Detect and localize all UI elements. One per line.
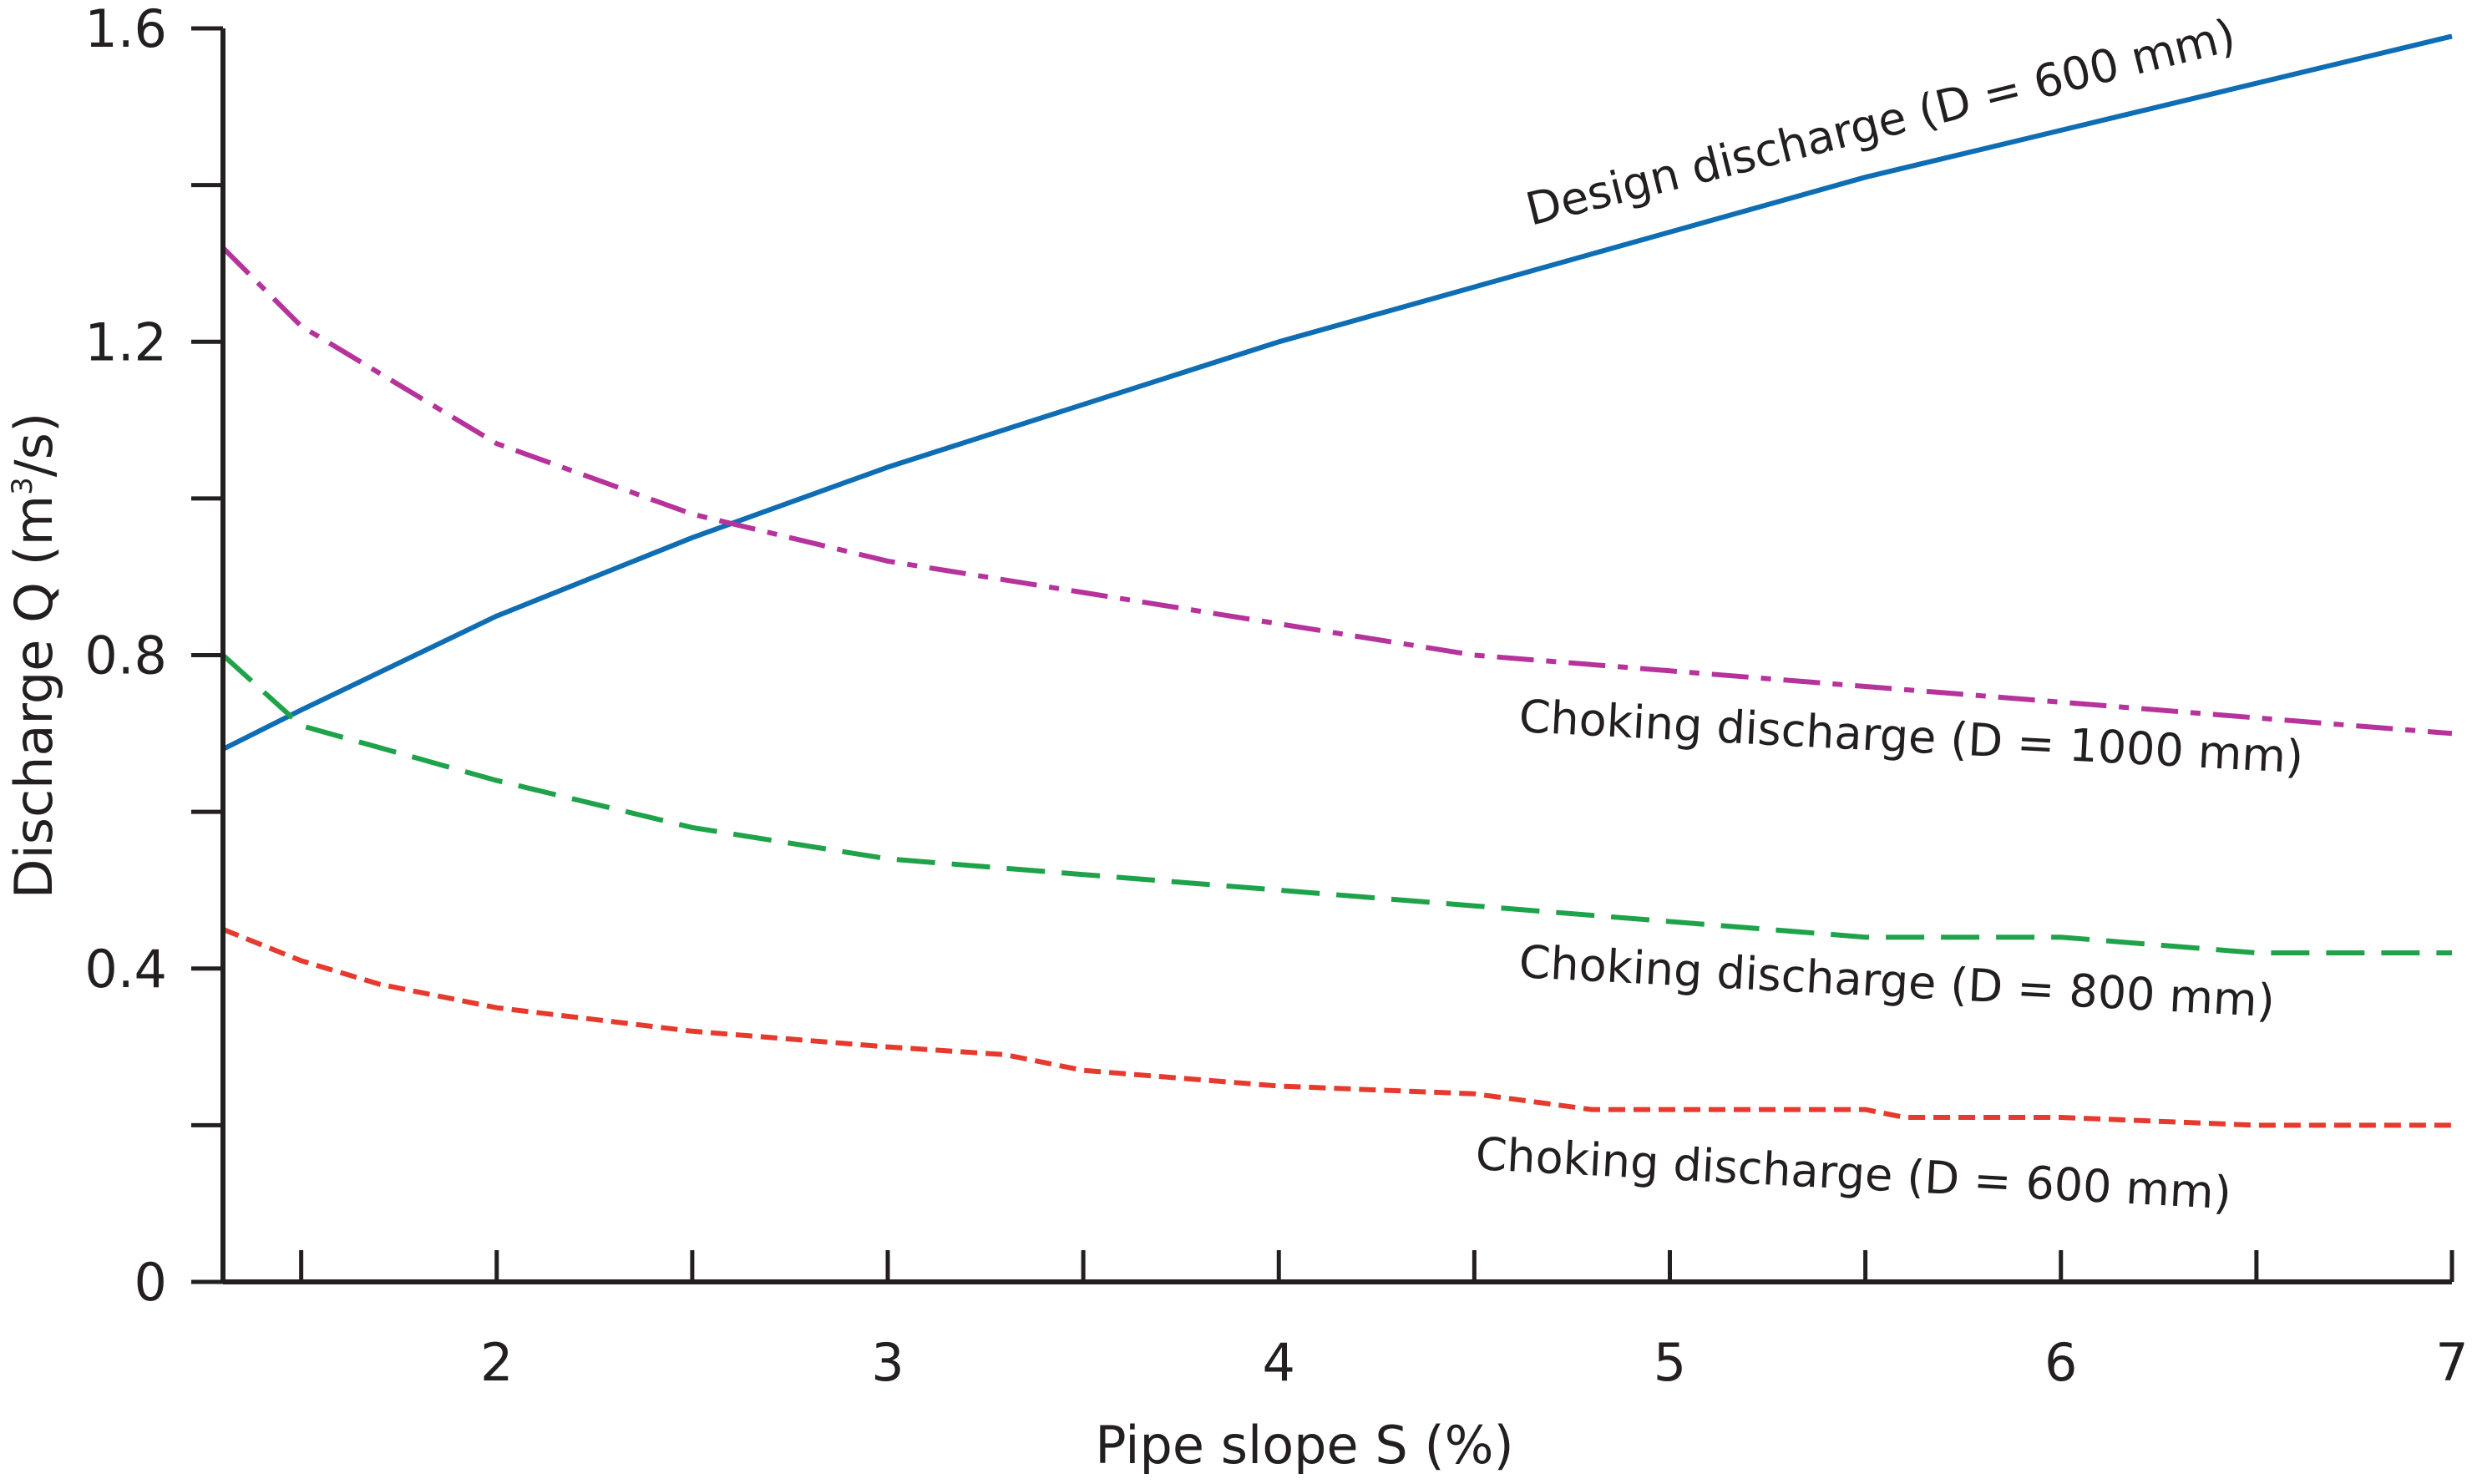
choking-discharge-800-label: Choking discharge (D = 800 mm): [1517, 935, 2276, 1027]
y-axis-title-main: Discharge Q (m: [3, 495, 64, 899]
y-axis-title-superscript: 3: [6, 477, 39, 495]
y-tick-label: 0.8: [84, 626, 167, 686]
y-axis-title: Discharge Q (m3/s): [3, 413, 64, 899]
design-discharge-600-label: Design discharge (D = 600 mm): [1521, 8, 2241, 236]
choking-discharge-800-curve: [220, 653, 2452, 955]
tick-layer: 2 3 4 5 6 7 0 0.4 0.8 1.2 1.6: [84, 0, 2468, 1393]
series-layer: [220, 33, 2453, 1128]
x-tick-label: 2: [480, 1332, 513, 1393]
choking-discharge-1000-curve: [220, 246, 2453, 737]
x-tick-label: 7: [2435, 1332, 2468, 1393]
y-tick-label: 0.4: [84, 939, 167, 1000]
x-tick-label: 4: [1263, 1332, 1295, 1393]
choking-discharge-600-curve: [221, 927, 2452, 1128]
y-tick-label: 1.2: [84, 311, 167, 372]
x-tick-label: 5: [1654, 1332, 1686, 1393]
y-tick-label: 1.6: [84, 0, 167, 59]
choking-discharge-1000-label: Choking discharge (D = 1000 mm): [1517, 690, 2304, 783]
x-tick-label: 6: [2044, 1332, 2077, 1393]
x-tick-label: 3: [871, 1332, 904, 1393]
choking-discharge-600-label: Choking discharge (D = 600 mm): [1474, 1127, 2232, 1219]
x-axis-title: Pipe slope S (%): [1095, 1415, 1513, 1476]
design-discharge-600-curve: [221, 33, 2453, 752]
y-tick-label: 0: [134, 1252, 167, 1313]
y-axis-title-suffix: /s): [3, 413, 64, 477]
